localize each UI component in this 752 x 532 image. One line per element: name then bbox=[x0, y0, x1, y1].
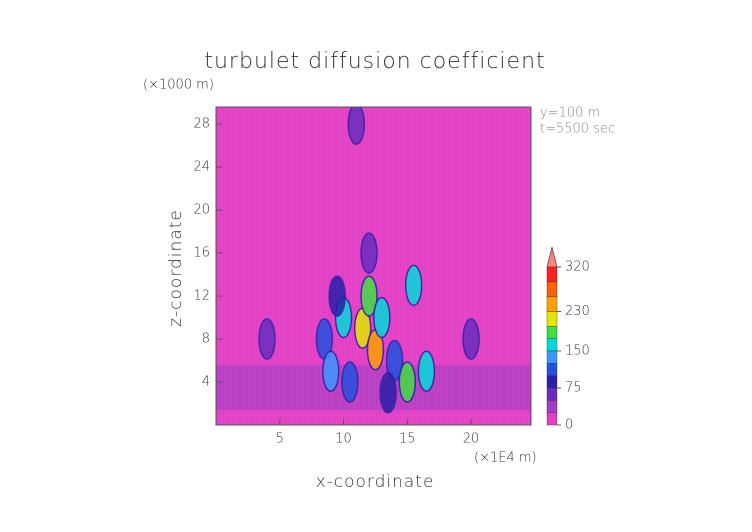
y-tick-label: 16 bbox=[193, 246, 210, 261]
colorbar-band bbox=[546, 387, 558, 401]
y-unit: (×1000 m) bbox=[143, 78, 214, 93]
colorbar-band bbox=[546, 350, 558, 364]
colorbar-band bbox=[546, 326, 558, 339]
colorbar-band bbox=[546, 400, 558, 413]
x-axis-label: x-coordinate bbox=[316, 472, 435, 492]
contour-feature bbox=[373, 296, 391, 339]
contour-feature bbox=[417, 350, 436, 393]
x-tick-label: 20 bbox=[463, 432, 480, 447]
colorbar-band bbox=[546, 412, 558, 426]
colorbar-band bbox=[546, 363, 558, 376]
y-tick-label: 4 bbox=[202, 375, 210, 390]
y-tick-label: 24 bbox=[193, 160, 210, 175]
y-tick-label: 8 bbox=[202, 332, 210, 347]
contour-feature bbox=[347, 107, 366, 145]
x-tick-label: 10 bbox=[335, 432, 352, 447]
y-tick-label: 12 bbox=[193, 289, 210, 304]
colorbar-band bbox=[546, 266, 558, 283]
haze bbox=[216, 365, 531, 410]
y-tick-label: 20 bbox=[193, 203, 210, 218]
colorbar-tick-label: 75 bbox=[565, 380, 582, 395]
contour-feature bbox=[360, 275, 378, 317]
contour-feature bbox=[322, 350, 340, 393]
contour-feature bbox=[404, 264, 423, 307]
x-unit: (×1E4 m) bbox=[474, 451, 537, 466]
colorbar-band bbox=[546, 375, 558, 389]
colorbar-tick-label: 230 bbox=[565, 304, 590, 319]
colorbar-band bbox=[546, 281, 558, 297]
colorbar-tick-label: 0 bbox=[565, 418, 573, 433]
colorbar-band bbox=[546, 311, 558, 327]
chart-title: turbulet diffusion coefficient bbox=[204, 49, 545, 74]
y-tick-label: 28 bbox=[193, 117, 210, 132]
colorbar-band bbox=[546, 338, 558, 352]
contour-feature bbox=[398, 361, 417, 403]
annotation: y=100 m bbox=[540, 106, 600, 121]
contour-feature bbox=[328, 275, 346, 317]
x-tick-label: 15 bbox=[399, 432, 416, 447]
contour-feature bbox=[360, 232, 378, 274]
contour-feature bbox=[341, 361, 359, 403]
annotation: t=5500 sec bbox=[540, 122, 615, 137]
contour-feature bbox=[462, 318, 480, 360]
contour-feature bbox=[379, 372, 397, 414]
field bbox=[216, 107, 531, 425]
x-tick-label: 5 bbox=[276, 432, 284, 447]
contour-feature bbox=[258, 318, 276, 360]
colorbar-tick-label: 150 bbox=[565, 343, 590, 358]
y-axis-label: z-coordinate bbox=[166, 209, 186, 327]
plot-frame bbox=[215, 106, 532, 426]
colorbar-band bbox=[546, 296, 558, 312]
colorbar-extend bbox=[546, 246, 558, 268]
colorbar-tick-label: 320 bbox=[565, 260, 590, 275]
